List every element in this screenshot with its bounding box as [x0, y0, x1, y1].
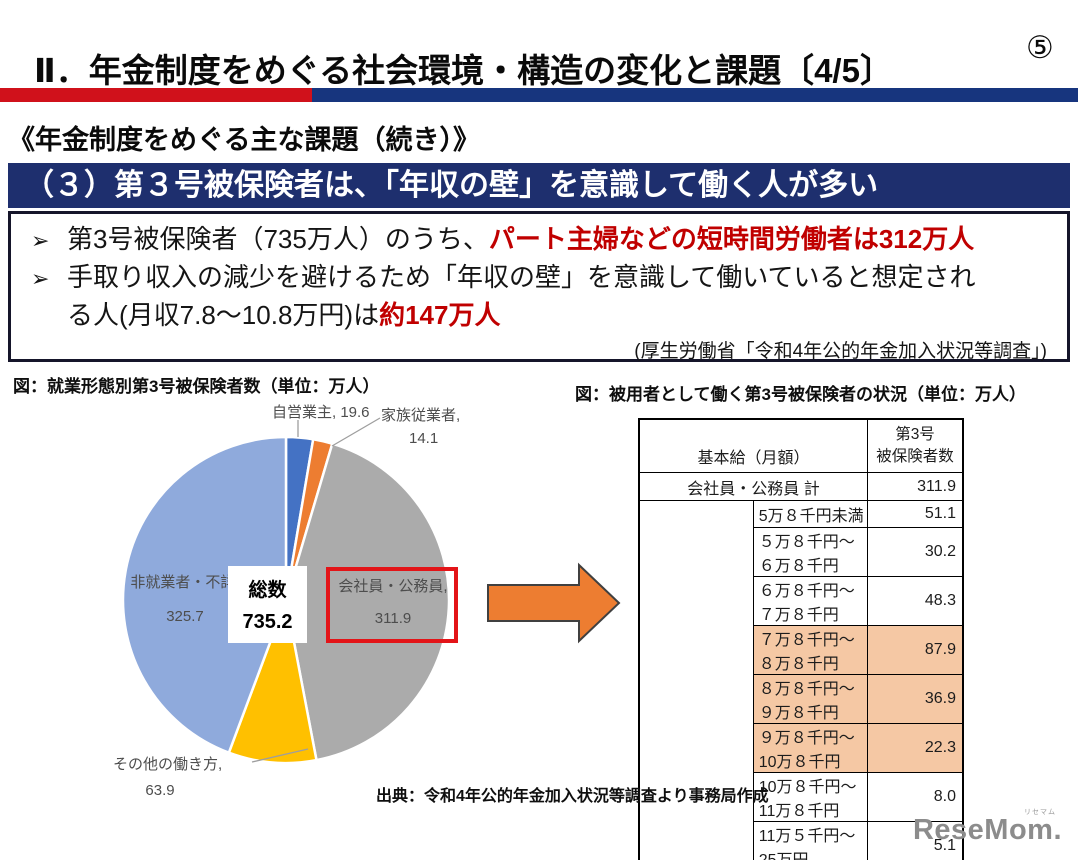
bullet-2-text: 手取り収入の減少を避けるため「年収の壁」を意識して働いていると想定され — [67, 262, 976, 292]
pie-label-employee: 会社員・公務員, 311.9 — [330, 571, 456, 635]
row-indent-spacer — [639, 821, 754, 860]
table-row: ８万８千円～９万８千円 36.9 — [639, 674, 964, 724]
survey-source-note: (厚生労働省「令和4年公的年金加入状況等調査」) — [634, 341, 1047, 362]
pie-total-label: 総数 — [248, 580, 287, 601]
bullet-1-text: 第3号被保険者（735万人）のうち、 — [67, 224, 489, 254]
pie-label-nonworking-name: 非就業者・不詳, — [130, 574, 240, 591]
pie-total-box: 総数 735.2 — [228, 566, 307, 643]
employee-highlight-frame — [326, 567, 458, 643]
row-indent-spacer — [639, 674, 754, 724]
row-indent-spacer — [639, 625, 754, 675]
row-label: 会社員・公務員 計 — [638, 472, 868, 501]
bullet-2-emphasis: 約147万人 — [379, 300, 501, 330]
row-label: 5万８千円未満 — [752, 500, 869, 528]
bottom-source: 出典：令和4年公的年金加入状況等調査より事務局作成 — [376, 788, 769, 805]
divider-bar — [0, 88, 1078, 102]
row-label: 11万５千円～25万円 — [752, 821, 869, 860]
row-label: ９万８千円～10万８千円 — [752, 723, 869, 773]
table-title: 図：被用者として働く第3号被保険者の状況（単位：万人） — [575, 385, 1026, 404]
table-row: 5万８千円未満 51.1 — [639, 500, 964, 528]
row-label: ６万８千円～７万８千円 — [752, 576, 869, 626]
pie-label-family-worker: 家族従業者, — [381, 407, 461, 424]
pie-label-other: その他の働き方, — [113, 756, 223, 773]
pie-chart-title: 図：就業形態別第3号被保険者数（単位：万人） — [13, 377, 380, 396]
pie-slice-4 — [121, 435, 288, 755]
row-value: 51.1 — [867, 500, 964, 528]
row-value: 87.9 — [867, 625, 964, 675]
resemom-logo-text: ReseMom. — [912, 814, 1062, 846]
bullet-2-text-continued: る人(月収7.8～10.8万円)は — [67, 300, 380, 330]
col-header-base-pay: 基本給（月額） — [638, 418, 868, 473]
row-value: 311.9 — [867, 472, 964, 501]
page-title: Ⅱ．年金制度をめぐる社会環境・構造の変化と課題〔4/5〕 — [34, 52, 893, 90]
arrow-shape — [487, 562, 621, 644]
row-indent-spacer — [639, 500, 754, 528]
table-row: ５万８千円～６万８千円 30.2 — [639, 527, 964, 577]
bullet-arrow-icon: ➢ — [31, 228, 50, 253]
row-label: ８万８千円～９万８千円 — [752, 674, 869, 724]
row-label: 10万８千円～11万８千円 — [752, 772, 869, 822]
pie-label-nonworking-value: 325.7 — [166, 608, 204, 625]
bullet-2-continued: る人(月収7.8～10.8万円)は約147万人 — [31, 297, 1053, 333]
divider-bar-blue — [312, 88, 1078, 102]
pie-label-nonworking: 非就業者・不詳, 325.7 — [118, 566, 252, 634]
bullet-1: ➢ 第3号被保険者（735万人）のうち、パート主婦などの短時間労働者は312万人 — [31, 221, 1053, 259]
pie-label-other-value: 63.9 — [145, 782, 175, 799]
row-value: 5.1 — [867, 821, 964, 860]
pie-label-employee-name: 会社員・公務員, — [338, 578, 448, 595]
wage-table: 基本給（月額） 第3号 被保険者数 会社員・公務員 計 311.9 5万８千円未満 5… — [638, 418, 964, 860]
bullet-arrow-icon: ➢ — [31, 266, 50, 291]
wage-table-body: 会社員・公務員 計 311.9 5万８千円未満 51.1 ５万８千円～６万８千円 30.2… — [638, 472, 964, 860]
row-indent-spacer — [639, 772, 754, 822]
row-indent-spacer — [639, 527, 754, 577]
bullet-2: ➢ 手取り収入の減少を避けるため「年収の壁」を意識して働いていると想定され — [31, 259, 1053, 297]
row-indent-spacer — [639, 576, 754, 626]
table-row: 11万５千円～25万円5.1 — [639, 821, 964, 860]
arrow-icon — [487, 562, 621, 644]
table-row: ９万８千円～10万８千円 22.3 — [639, 723, 964, 773]
col-header-insured-count: 第3号 被保険者数 — [867, 418, 964, 473]
page-number-badge: ⑤ — [1026, 30, 1054, 65]
subtitle: 《年金制度をめぐる主な課題（続き）》 — [8, 125, 480, 155]
pie-slice-2 — [284, 442, 451, 762]
row-value: 22.3 — [867, 723, 964, 773]
table-row: 10万８千円～11万８千円 8.0 — [639, 772, 964, 822]
bullet-1-emphasis: パート主婦などの短時間労働者は312万人 — [488, 224, 975, 254]
table-row: ７万８千円～８万８千円 87.9 — [639, 625, 964, 675]
table-row: 会社員・公務員 計 311.9 — [638, 472, 964, 501]
table-row: ６万８千円～７万８千円 48.3 — [639, 576, 964, 626]
row-value: 8.0 — [867, 772, 964, 822]
row-label: ７万８千円～８万８千円 — [752, 625, 869, 675]
section-banner: （３）第３号被保険者は、「年収の壁」を意識して働く人が多い — [8, 163, 1070, 208]
pie-total-value: 735.2 — [242, 611, 293, 633]
pie-label-family-worker-value: 14.1 — [409, 430, 439, 447]
row-value: 30.2 — [867, 527, 964, 577]
resemom-logo-ruby: リセマム — [1024, 809, 1056, 816]
pie-label-self-employed: 自営業主, 19.6 — [272, 404, 370, 421]
row-label: ５万８千円～６万８千円 — [752, 527, 869, 577]
row-value: 36.9 — [867, 674, 964, 724]
row-value: 48.3 — [867, 576, 964, 626]
key-points-box: ➢ 第3号被保険者（735万人）のうち、パート主婦などの短時間労働者は312万人 … — [8, 211, 1070, 362]
table-header-row: 基本給（月額） 第3号 被保険者数 — [638, 418, 964, 473]
pie-chart — [121, 435, 451, 765]
resemom-logo: リセマム ReseMom. — [912, 809, 1062, 847]
pie-label-employee-value: 311.9 — [374, 610, 412, 627]
row-indent-spacer — [639, 723, 754, 773]
divider-bar-red — [0, 88, 312, 102]
